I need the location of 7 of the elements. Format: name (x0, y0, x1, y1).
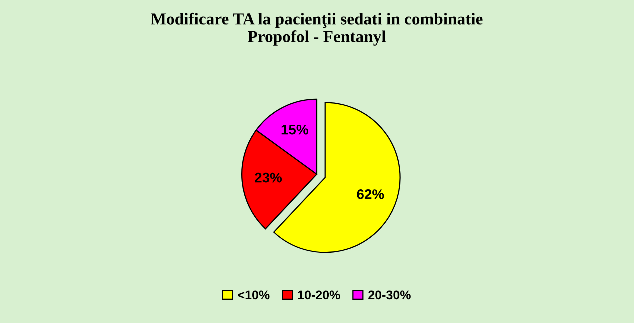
legend-label: 20-30% (368, 290, 411, 300)
data-label: 15% (282, 124, 308, 135)
chart-title: Modificare TA la pacienţii sedati in combinatie Propofol - Fentanyl (151, 12, 483, 46)
data-label: 62% (357, 190, 384, 200)
legend-label: <10% (238, 290, 270, 300)
legend-label: 10-20% (298, 290, 340, 300)
data-label: 23% (255, 172, 282, 183)
